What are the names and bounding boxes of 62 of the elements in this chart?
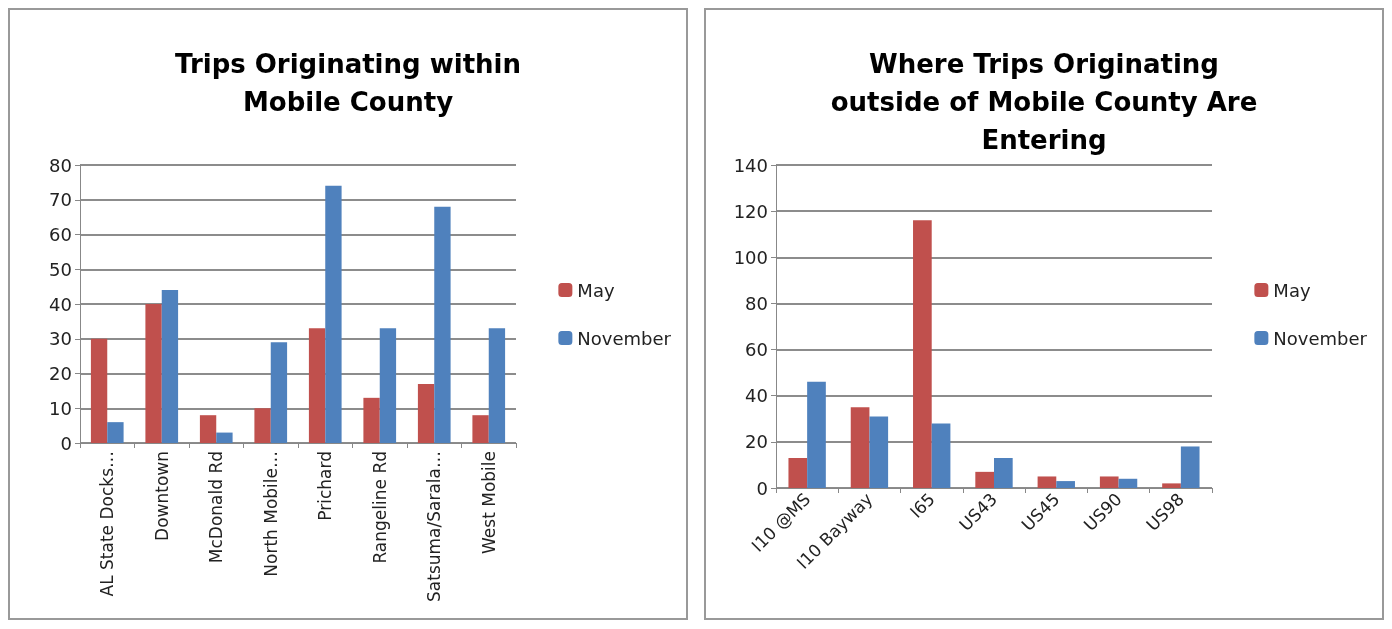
bar bbox=[807, 381, 826, 488]
y-tick-label: 0 bbox=[60, 432, 72, 454]
bar bbox=[1056, 481, 1075, 488]
x-tick-label: I65 bbox=[905, 488, 939, 522]
bar bbox=[270, 342, 288, 443]
x-tick-label: Satsuma/Sarala… bbox=[424, 451, 445, 602]
bar bbox=[199, 415, 217, 443]
y-tick-label: 120 bbox=[733, 200, 768, 222]
legend-label: May bbox=[1273, 279, 1311, 301]
y-tick-label: 70 bbox=[49, 189, 72, 211]
bar bbox=[161, 290, 179, 443]
bar bbox=[90, 338, 108, 443]
y-tick-label: 50 bbox=[49, 258, 72, 280]
y-tick-label: 60 bbox=[745, 339, 768, 361]
bar bbox=[1099, 476, 1119, 488]
bar bbox=[417, 383, 435, 443]
x-tick-label: AL State Docks… bbox=[97, 451, 118, 597]
legend-label: November bbox=[577, 327, 672, 349]
chart-title: Trips Originating within Mobile County bbox=[175, 49, 521, 117]
bar bbox=[325, 185, 342, 443]
y-tick-label: 40 bbox=[745, 385, 768, 407]
bar bbox=[363, 397, 380, 443]
bar bbox=[788, 458, 808, 488]
y-tick-label: 80 bbox=[49, 154, 72, 176]
bar bbox=[931, 423, 951, 488]
chart-title: Where Trips Originating outside of Mobile County Are Entering bbox=[830, 49, 1258, 155]
bar bbox=[994, 458, 1013, 488]
y-tick-label: 80 bbox=[745, 292, 768, 314]
bar bbox=[1037, 476, 1057, 488]
x-tick-label: Prichard bbox=[315, 451, 336, 521]
bar bbox=[850, 407, 870, 488]
x-tick-label: North Mobile… bbox=[260, 451, 281, 577]
y-tick-label: 100 bbox=[733, 246, 768, 268]
bar bbox=[472, 415, 489, 443]
x-tick-label: West Mobile bbox=[478, 451, 499, 554]
x-tick-label: Rangeline Rd bbox=[369, 451, 390, 564]
bar bbox=[869, 416, 889, 488]
y-tick-label: 40 bbox=[49, 293, 72, 315]
bar bbox=[308, 328, 326, 443]
x-tick-label: Downtown bbox=[151, 451, 172, 541]
x-tick-label: McDonald Rd bbox=[206, 451, 227, 564]
legend-label: May bbox=[577, 279, 615, 301]
bar bbox=[488, 328, 506, 443]
bar bbox=[975, 471, 994, 488]
bar bbox=[913, 220, 932, 488]
bar bbox=[1118, 478, 1138, 488]
y-tick-label: 10 bbox=[49, 397, 72, 419]
y-tick-label: 20 bbox=[49, 363, 72, 384]
y-tick-label: 0 bbox=[756, 477, 768, 499]
bar bbox=[254, 408, 271, 443]
bar bbox=[434, 206, 451, 443]
legend-label: November bbox=[1273, 327, 1368, 349]
y-tick-label: 30 bbox=[49, 328, 72, 350]
bar bbox=[216, 432, 233, 443]
y-tick-label: 140 bbox=[733, 154, 768, 176]
y-tick-label: 60 bbox=[49, 224, 72, 245]
bar bbox=[379, 328, 397, 443]
bar bbox=[107, 422, 124, 443]
bar bbox=[1180, 446, 1200, 488]
bar bbox=[145, 304, 162, 443]
bar bbox=[1162, 483, 1181, 488]
y-tick-label: 20 bbox=[745, 431, 768, 453]
